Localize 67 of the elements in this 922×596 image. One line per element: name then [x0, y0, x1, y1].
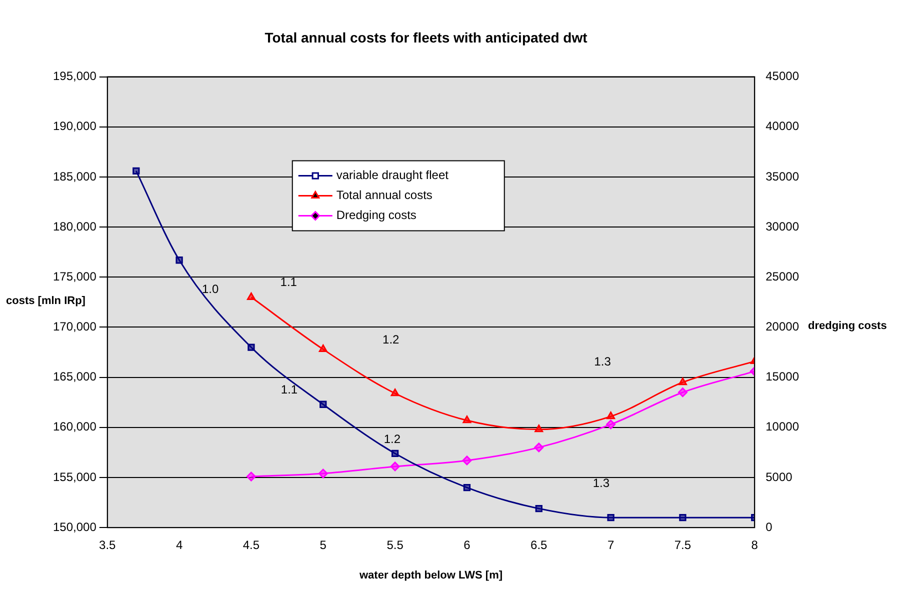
- point: [246, 292, 256, 300]
- chart-title: Total annual costs for fleets with anticipated dwt: [264, 29, 588, 46]
- point: [391, 450, 399, 458]
- y2-axis-title: dredging costs: [808, 320, 887, 332]
- y-tick-label: 155,000: [52, 470, 97, 484]
- point: [463, 484, 471, 492]
- annotation: 1.1: [280, 275, 298, 290]
- annotation: 1.2: [382, 332, 400, 346]
- x-tick-label: 7.5: [674, 538, 692, 552]
- point: [132, 167, 140, 175]
- annotation: 1.3: [592, 476, 610, 490]
- point: [534, 442, 544, 452]
- y2-tick-label: 35000: [766, 169, 800, 184]
- point: [462, 416, 472, 424]
- point: [318, 344, 328, 352]
- y2-tick-label: 40000: [766, 119, 800, 134]
- legend-label: variable draught fleet: [336, 168, 450, 182]
- y-tick-label: 185,000: [52, 169, 97, 184]
- y-tick-label: 150,000: [52, 520, 97, 534]
- point: [606, 420, 616, 430]
- annotation: 1.3: [594, 354, 612, 368]
- y-axis-title: costs [mln IRp]: [6, 295, 86, 308]
- y-tick-label: 175,000: [52, 269, 97, 284]
- annotation: 1.2: [384, 432, 401, 446]
- y-tick-label: 195,000: [52, 69, 97, 84]
- x-axis-title: water depth below LWS [m]: [358, 570, 503, 582]
- point: [678, 388, 688, 398]
- y2-tick-label: 5000: [766, 470, 793, 484]
- point: [679, 514, 686, 522]
- x-tick-label: 7: [607, 538, 614, 552]
- x-tick-label: 5: [320, 538, 327, 552]
- point: [320, 400, 327, 408]
- x-tick-label: 5.5: [386, 538, 404, 552]
- x-tick-label: 4.5: [242, 538, 260, 552]
- point: [678, 378, 687, 386]
- point: [607, 514, 614, 522]
- legend-label: Dredging costs: [336, 208, 416, 222]
- point: [390, 462, 400, 472]
- point: [606, 412, 616, 420]
- y-tick-label: 180,000: [52, 219, 97, 234]
- y-tick-label: 165,000: [52, 370, 97, 384]
- y2-tick-label: 45000: [766, 69, 800, 84]
- point: [390, 388, 400, 396]
- y2-tick-label: 15000: [766, 370, 800, 384]
- point: [462, 456, 472, 466]
- point: [176, 256, 183, 264]
- y2-tick-label: 25000: [766, 269, 800, 284]
- point: [318, 468, 328, 478]
- y2-tick-label: 20000: [766, 320, 800, 334]
- point: [535, 504, 542, 512]
- y-tick-label: 190,000: [52, 119, 97, 134]
- x-tick-label: 6.5: [530, 538, 548, 552]
- legend-label: Total annual costs: [336, 188, 432, 202]
- y-tick-label: 170,000: [52, 320, 97, 334]
- point: [534, 424, 544, 432]
- x-tick-label: 4: [176, 538, 183, 552]
- x-tick-label: 8: [751, 538, 758, 552]
- annotation: 1.1: [280, 382, 298, 396]
- y2-tick-label: 0: [766, 520, 773, 534]
- x-tick-label: 3.5: [99, 538, 116, 552]
- point: [248, 344, 255, 351]
- x-tick-label: 6: [464, 538, 471, 552]
- y-tick-label: 160,000: [52, 420, 97, 434]
- y2-tick-label: 10000: [766, 420, 800, 434]
- point: [246, 472, 256, 482]
- y2-tick-label: 30000: [766, 219, 800, 234]
- annotation: 1.0: [202, 282, 219, 296]
